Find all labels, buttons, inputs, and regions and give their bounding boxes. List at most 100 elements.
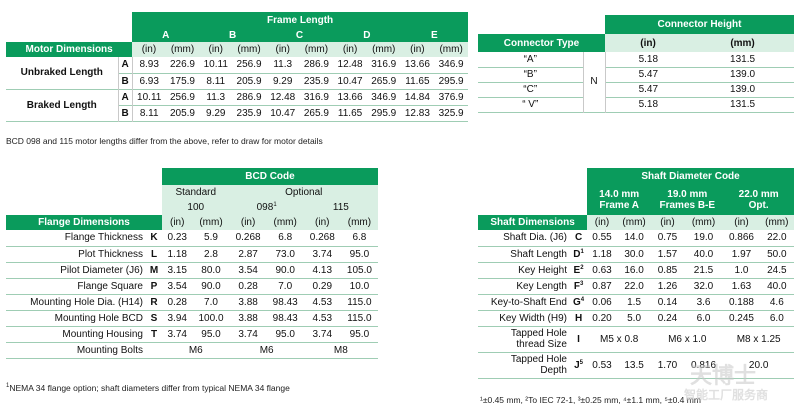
bolt-value: M6 bbox=[259, 344, 274, 356]
table-cell: 1.26 bbox=[657, 280, 678, 292]
table-cell: 100.0 bbox=[198, 312, 224, 324]
bcd-code-100: 100 bbox=[162, 200, 230, 215]
table-cell: 6.93 bbox=[139, 75, 159, 87]
symbol-letter: F bbox=[573, 280, 580, 292]
table-cell: 0.87 bbox=[592, 280, 612, 292]
depth-value: 0.816 bbox=[691, 359, 717, 371]
dimension-symbol: D1 bbox=[570, 246, 587, 262]
table-cell: 98.43 bbox=[272, 296, 298, 308]
table-row: B 8.11 205.9 9.29 235.9 10.47 265.9 11.65 295.9 1… bbox=[6, 105, 468, 121]
table-row: Shaft Dia. (J6) C 0.55 14.0 0.75 19.0 0.866 22.… bbox=[478, 230, 794, 246]
table-row: Pilot Diameter (J6) M 3.15 80.0 3.54 90.0 4.13… bbox=[6, 262, 378, 278]
table-cell: 205.9 bbox=[169, 107, 195, 119]
watermark-text: 天博士 bbox=[690, 363, 757, 388]
row-label: Key Height bbox=[518, 264, 567, 276]
table-cell: 295.9 bbox=[371, 107, 397, 119]
shaft-code-header: 22.0 mm Opt. bbox=[723, 185, 794, 215]
unit-mm: (mm) bbox=[616, 215, 652, 230]
connector-type: “A” bbox=[523, 53, 537, 65]
table-cell: 50.0 bbox=[767, 248, 787, 260]
table-cell: 131.5 bbox=[730, 99, 756, 110]
row-label: Shaft Dia. (J6) bbox=[503, 232, 567, 244]
table-cell: 0.268 bbox=[235, 232, 261, 244]
depth-value: 1.70 bbox=[657, 359, 678, 371]
table-cell: 0.24 bbox=[657, 312, 678, 324]
symbol-footnote: 2 bbox=[580, 264, 584, 271]
symbol-letter: H bbox=[574, 312, 583, 324]
table-cell: 139.0 bbox=[730, 69, 756, 80]
table-cell: 24.5 bbox=[767, 264, 787, 276]
table-cell: 22.0 bbox=[624, 280, 644, 292]
row-label: Key-to-Shaft End bbox=[490, 296, 567, 308]
unit-mm: (mm) bbox=[299, 42, 334, 57]
row-label: Flange Thickness bbox=[64, 232, 143, 244]
connector-type: “C” bbox=[523, 84, 538, 95]
table-cell: 131.5 bbox=[730, 53, 756, 65]
table-cell: 0.28 bbox=[167, 296, 187, 308]
dimension-symbol: H bbox=[570, 310, 587, 326]
table-cell: 265.9 bbox=[303, 107, 329, 119]
symbol-letter: E bbox=[573, 264, 581, 276]
table-row: Flange Square P 3.54 90.0 0.28 7.0 0.29 10.0 bbox=[6, 278, 378, 294]
table-cell: 95.0 bbox=[349, 248, 370, 260]
motor-dimensions-title: Motor Dimensions bbox=[6, 42, 133, 57]
table-cell: 0.14 bbox=[657, 296, 678, 308]
table-cell: 3.74 bbox=[312, 248, 333, 260]
dimension-symbol: M bbox=[149, 264, 159, 276]
table-cell: 10.11 bbox=[203, 59, 228, 71]
row-label: Plot Thickness bbox=[78, 248, 143, 260]
row-label: Key Width (H9) bbox=[499, 312, 567, 324]
frame-e-header: E bbox=[400, 28, 468, 42]
table-cell: 90.0 bbox=[201, 280, 221, 292]
unit-in: (in) bbox=[229, 215, 267, 230]
unit-in: (in) bbox=[303, 215, 341, 230]
table-cell: 21.5 bbox=[693, 264, 714, 276]
table-cell: 13.66 bbox=[337, 91, 363, 103]
frame-length-header: Frame Length bbox=[132, 12, 468, 28]
table-row: Mounting Hole Dia. (H14) R 0.28 7.0 3.88 98.4… bbox=[6, 294, 378, 310]
table-cell: 40.0 bbox=[767, 280, 787, 292]
table-cell: 1.57 bbox=[657, 248, 678, 260]
table-row: “B” 5.47 139.0 bbox=[478, 67, 794, 82]
table-cell: 265.9 bbox=[371, 75, 397, 87]
table-cell: 0.85 bbox=[657, 264, 678, 276]
frame-b-header: B bbox=[199, 28, 266, 42]
symbol-letter: C bbox=[574, 232, 583, 244]
row-label: Braked Length bbox=[6, 89, 119, 121]
watermark-subtext: 智能工厂服务商 bbox=[684, 388, 769, 402]
tapped-hole-depth-label: Tapped Hole Depth bbox=[510, 353, 567, 377]
row-label: Mounting Hole Dia. (H14) bbox=[30, 296, 143, 308]
table-cell: 235.9 bbox=[236, 107, 262, 119]
shaft-footnote: ¹±0.45 mm, ²To IEC 72-1, ³±0.25 mm, ⁴±1.… bbox=[480, 395, 701, 405]
table-cell: 3.54 bbox=[167, 280, 187, 292]
shaft-code-frame: Frames B-E bbox=[659, 200, 716, 211]
unit-mm: (mm) bbox=[366, 42, 401, 57]
table-cell: 16.0 bbox=[624, 264, 644, 276]
connector-height-header: Connector Height bbox=[605, 15, 794, 34]
unit-mm: (mm) bbox=[192, 215, 230, 230]
dimension-symbol: I bbox=[577, 333, 580, 345]
table-cell: 19.0 bbox=[693, 232, 714, 244]
symbol-footnote: 1 bbox=[580, 248, 584, 255]
depth-value: 13.5 bbox=[624, 359, 644, 371]
table-cell: 105.0 bbox=[346, 264, 372, 276]
table-cell: 2.8 bbox=[204, 248, 218, 260]
unit-in: (in) bbox=[162, 215, 193, 230]
table-cell: 1.5 bbox=[627, 296, 642, 308]
table-cell: 316.9 bbox=[371, 59, 397, 71]
table-cell: 13.66 bbox=[404, 59, 430, 71]
table-cell: 9.29 bbox=[206, 107, 226, 119]
table-row: B 6.93 175.9 8.11 205.9 9.29 235.9 10.47 265.9 11… bbox=[6, 73, 468, 89]
flange-dimensions-table: BCD Code Standard Optional 100 0981 115 … bbox=[6, 168, 378, 359]
bcd-code-header: BCD Code bbox=[162, 168, 378, 185]
table-cell: 3.88 bbox=[238, 312, 258, 324]
table-cell: 14.0 bbox=[624, 232, 644, 244]
table-cell: 0.23 bbox=[167, 232, 187, 244]
table-cell: 3.94 bbox=[167, 312, 187, 324]
table-row: Key Length F3 0.87 22.0 1.26 32.0 1.63 40.0 bbox=[478, 278, 794, 294]
unit-in: (in) bbox=[605, 34, 692, 52]
table-cell: 235.9 bbox=[303, 75, 329, 87]
shaft-code-frame: Opt. bbox=[748, 200, 769, 211]
table-cell: 7.0 bbox=[278, 280, 293, 292]
table-cell: 346.9 bbox=[371, 91, 397, 103]
